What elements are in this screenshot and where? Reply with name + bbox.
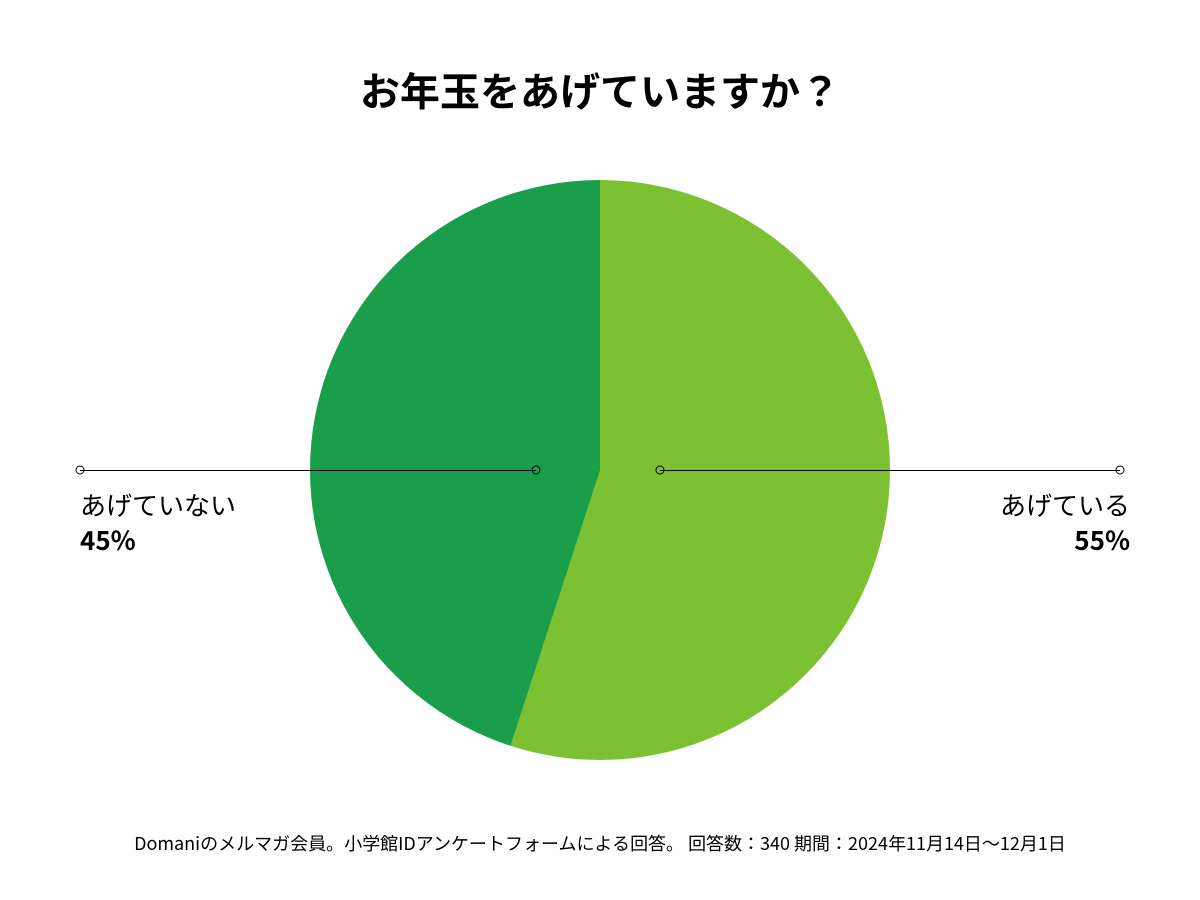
chart-container: お年玉をあげていますか？ あげている 55% あげていない 45% Domani… <box>0 0 1200 900</box>
chart-footer: Domaniのメルマガ会員。小学館IDアンケートフォームによる回答。 回答数：3… <box>0 830 1200 856</box>
label-right: あげている 55% <box>970 487 1130 557</box>
label-left: あげていない 45% <box>80 487 260 557</box>
leader-line-left <box>80 470 536 471</box>
label-right-value: 55% <box>970 522 1130 557</box>
label-right-text: あげている <box>970 487 1130 522</box>
leader-line-right <box>660 470 1120 471</box>
leader-dot-left-inner <box>532 466 541 475</box>
leader-dot-right-inner <box>656 466 665 475</box>
label-left-value: 45% <box>80 522 260 557</box>
label-left-text: あげていない <box>80 487 260 522</box>
chart-title: お年玉をあげていますか？ <box>0 60 1200 118</box>
leader-dot-left-outer <box>76 466 85 475</box>
leader-dot-right-outer <box>1116 466 1125 475</box>
